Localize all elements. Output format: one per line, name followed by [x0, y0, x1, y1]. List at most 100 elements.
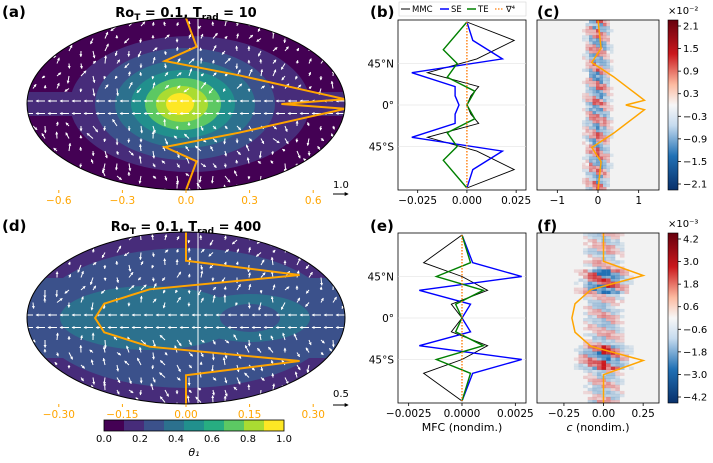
heatmap-cell: [606, 32, 610, 36]
heatmap-cell: [610, 260, 616, 264]
heatmap-cell: [596, 180, 600, 185]
mfc-series-TE: [442, 21, 476, 189]
heatmap-cell: [603, 95, 607, 100]
heatmap-cell: [619, 354, 625, 358]
wind-vector: [163, 21, 167, 27]
heatmap-cell: [582, 168, 586, 173]
heatmap-cell: [615, 363, 620, 367]
heatmap-cell: [592, 357, 597, 361]
heatmap-cell: [589, 123, 593, 127]
heatmap-cell: [606, 98, 610, 103]
wind-vector: [223, 286, 227, 291]
heatmap-cell: [583, 248, 588, 252]
heatmap-cell: [592, 284, 597, 288]
wind-vector: [159, 334, 166, 341]
heatmap-cell: [610, 324, 616, 328]
wind-vector: [101, 169, 106, 177]
heatmap-cell: [599, 117, 603, 121]
wind-vector: [92, 236, 97, 241]
x-tick-label: 0.15: [238, 409, 261, 421]
heatmap-cell: [587, 269, 593, 273]
wind-vector: [343, 289, 345, 295]
wind-vector: [269, 395, 274, 403]
heatmap-cell: [601, 321, 607, 325]
panel-e-ticks: 45°N 0° 45°S −0.0025 0.0000 0.0025: [368, 272, 534, 421]
wind-vector: [248, 246, 252, 253]
wind-vector: [270, 256, 274, 266]
wind-vector: [236, 377, 241, 385]
wind-vector: [140, 261, 144, 266]
panel-c-colorbar-exponent: ×10⁻²: [668, 6, 698, 17]
wind-vector: [212, 339, 216, 345]
legend-se: SE: [451, 5, 462, 15]
colorbar-tick-label: −1.5: [683, 157, 707, 168]
heatmap-cell: [589, 141, 593, 145]
colorbar-tick-label: 2.1: [683, 22, 699, 33]
wind-vector: [270, 160, 274, 164]
wind-vector: [296, 257, 301, 266]
wind-vector: [164, 84, 170, 89]
wind-vector: [236, 33, 240, 39]
heatmap-cell: [629, 345, 634, 349]
heatmap-cell: [592, 242, 597, 246]
wind-vector: [188, 68, 193, 77]
heatmap-cell: [610, 153, 614, 157]
heatmap-cell: [599, 20, 603, 24]
heatmap-cell: [606, 321, 611, 325]
heatmap-cell: [596, 339, 602, 343]
wind-vector: [270, 295, 274, 303]
wind-vector: [320, 402, 324, 404]
heatmap-cell: [583, 284, 588, 288]
heatmap-cell: [606, 351, 611, 355]
heatmap-cell: [603, 177, 607, 182]
heatmap-cell: [615, 345, 620, 349]
wind-vector: [152, 47, 158, 52]
wind-vector: [173, 135, 178, 139]
wind-vector: [152, 298, 157, 303]
heatmap-cell: [587, 293, 593, 298]
colorbar-tick-label: 0.9: [683, 67, 699, 78]
wind-vector: [65, 386, 70, 391]
heatmap-cell: [601, 342, 607, 346]
heatmap-cell: [606, 144, 610, 148]
heatmap-cell: [601, 318, 607, 322]
heatmap-cell: [585, 120, 589, 124]
heatmap-cell: [601, 308, 607, 313]
heatmap-cell: [624, 357, 630, 361]
wind-vector: [151, 364, 155, 370]
wind-vector: [75, 239, 82, 245]
heatmap-cell: [582, 108, 586, 112]
heatmap-cell: [619, 242, 625, 246]
heatmap-cell: [596, 159, 600, 163]
wind-vector: [176, 339, 182, 347]
heatmap-cell: [606, 236, 611, 240]
wind-vector: [68, 352, 73, 360]
wind-vector: [100, 289, 106, 294]
heatmap-cell: [610, 126, 614, 130]
heatmap-cell: [587, 236, 593, 240]
heatmap-cell: [606, 248, 611, 252]
heatmap-cell: [592, 375, 597, 380]
heatmap-cell: [615, 239, 620, 243]
heatmap-cell: [592, 59, 596, 63]
wind-vector: [260, 68, 264, 77]
wind-vector: [159, 396, 166, 403]
theta-colorbar-segment: [244, 420, 264, 431]
heatmap-cell: [596, 260, 602, 264]
wind-vector: [185, 145, 190, 152]
wind-vector: [306, 138, 310, 146]
heatmap-cell: [606, 342, 611, 346]
heatmap-cell: [583, 233, 588, 237]
wind-vector: [152, 175, 157, 179]
heatmap-cell: [587, 233, 593, 237]
wind-vector: [200, 33, 204, 39]
wind-vector: [32, 83, 37, 89]
wind-vector: [272, 59, 277, 64]
heatmap-cell: [606, 117, 610, 121]
wind-vector: [151, 264, 155, 269]
heatmap-cell: [619, 260, 625, 264]
heatmap-cell: [615, 266, 620, 270]
wind-vector: [200, 297, 204, 303]
wind-vector: [259, 188, 262, 190]
heatmap-cell: [610, 44, 614, 48]
